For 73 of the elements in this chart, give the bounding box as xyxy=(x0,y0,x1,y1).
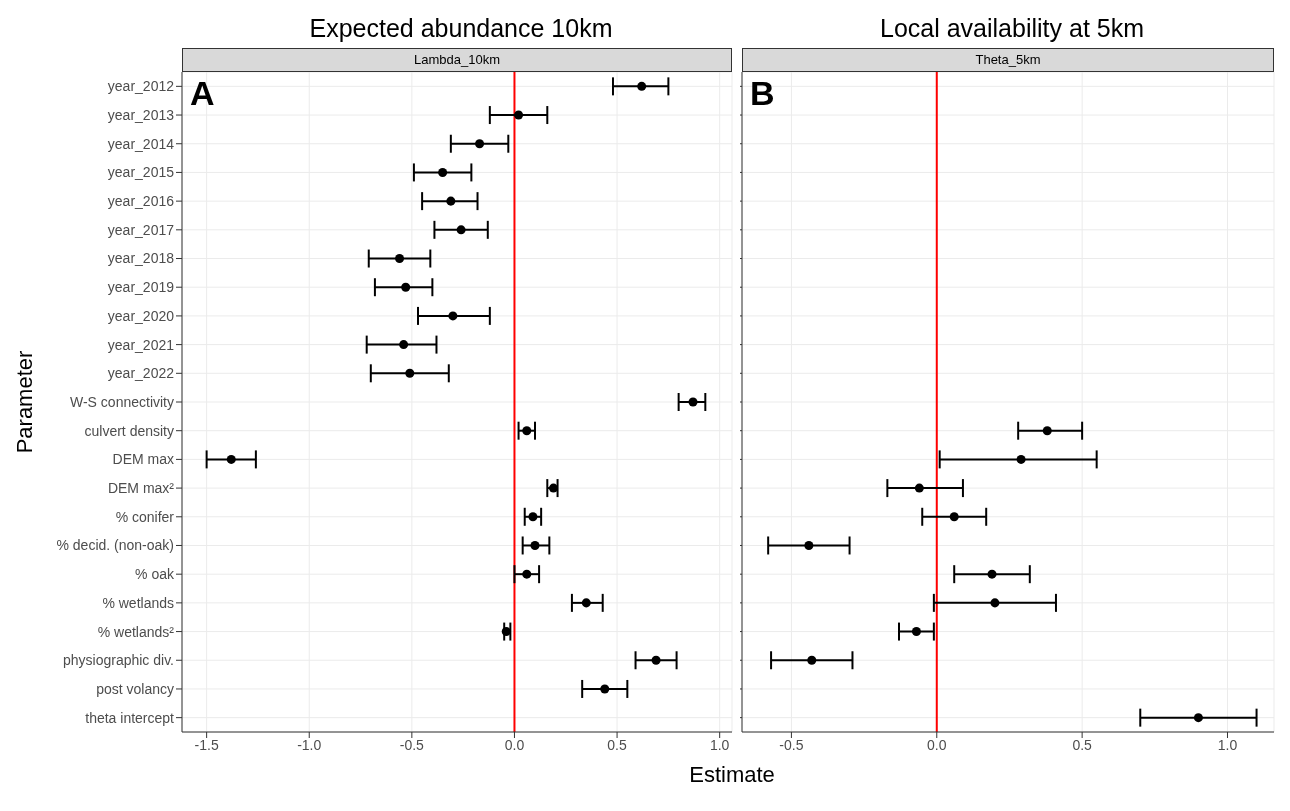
point xyxy=(522,569,532,579)
point xyxy=(226,454,236,464)
point xyxy=(514,110,524,120)
y-tick-label: year_2022 xyxy=(107,365,175,382)
point xyxy=(651,655,661,665)
point xyxy=(475,139,485,149)
point xyxy=(405,368,415,378)
y-tick-label: post volancy xyxy=(96,680,174,697)
point xyxy=(395,254,405,264)
point xyxy=(401,282,411,292)
chart-title: Local availability at 5km xyxy=(879,13,1145,44)
point xyxy=(530,540,540,550)
point xyxy=(600,684,610,694)
x-axis-title: Estimate xyxy=(688,762,776,788)
point xyxy=(688,397,698,407)
x-tick-label: 0.5 xyxy=(1072,736,1093,753)
chart-subtitle: Lambda_10km xyxy=(182,48,732,72)
y-tick-label: % conifer xyxy=(115,508,175,525)
point xyxy=(501,627,511,637)
x-tick-label: -0.5 xyxy=(779,736,804,753)
point xyxy=(911,627,921,637)
y-tick-label: year_2018 xyxy=(107,250,175,267)
x-tick-label: -0.5 xyxy=(399,736,425,753)
point xyxy=(807,655,817,665)
point xyxy=(949,512,959,522)
y-tick-label: year_2013 xyxy=(107,107,175,124)
point xyxy=(528,512,538,522)
point xyxy=(446,196,456,206)
point xyxy=(448,311,458,321)
y-tick-label: DEM max² xyxy=(107,480,175,497)
point xyxy=(548,483,558,493)
y-tick-label: theta intercept xyxy=(85,709,175,726)
y-tick-label: W-S connectivity xyxy=(70,393,174,410)
point xyxy=(522,426,532,436)
x-tick-label: -1.0 xyxy=(297,736,322,753)
x-tick-label: 1.0 xyxy=(709,736,730,753)
point xyxy=(581,598,591,608)
x-tick-label: 0.0 xyxy=(927,736,947,753)
x-tick-label: 0.0 xyxy=(504,736,525,753)
y-tick-label: year_2019 xyxy=(107,279,175,296)
x-tick-label: 1.0 xyxy=(1217,736,1238,753)
point xyxy=(637,81,647,91)
y-tick-label: year_2014 xyxy=(107,135,175,152)
annotation: B xyxy=(750,74,775,113)
y-tick-label: physiographic div. xyxy=(62,652,174,669)
chart-subtitle: Theta_5km xyxy=(742,48,1274,72)
y-tick-label: % wetlands xyxy=(102,594,174,611)
point xyxy=(914,483,924,493)
y-tick-label: culvert density xyxy=(84,422,174,439)
point xyxy=(1042,426,1052,436)
point xyxy=(804,540,814,550)
x-tick-label: 0.5 xyxy=(607,736,628,753)
point xyxy=(438,167,448,177)
y-tick-label: year_2020 xyxy=(107,307,175,324)
y-tick-label: year_2016 xyxy=(107,193,175,210)
point xyxy=(1193,713,1203,723)
point xyxy=(990,598,1000,608)
y-tick-label: % decid. (non-oak) xyxy=(56,537,174,554)
y-tick-label: year_2012 xyxy=(107,78,175,95)
y-tick-label: DEM max xyxy=(112,451,174,468)
point xyxy=(456,225,466,235)
point xyxy=(399,340,409,350)
y-tick-label: year_2015 xyxy=(107,164,175,181)
point xyxy=(1016,454,1026,464)
y-axis-title: Parameter xyxy=(11,350,37,454)
point xyxy=(987,569,997,579)
y-tick-label: % wetlands² xyxy=(97,623,175,640)
annotation: A xyxy=(190,74,215,113)
x-tick-label: -1.5 xyxy=(194,736,219,753)
y-tick-label: % oak xyxy=(135,566,175,583)
y-tick-label: year_2021 xyxy=(107,336,175,353)
y-tick-label: year_2017 xyxy=(107,221,175,238)
chart-title: Expected abundance 10km xyxy=(308,13,614,44)
